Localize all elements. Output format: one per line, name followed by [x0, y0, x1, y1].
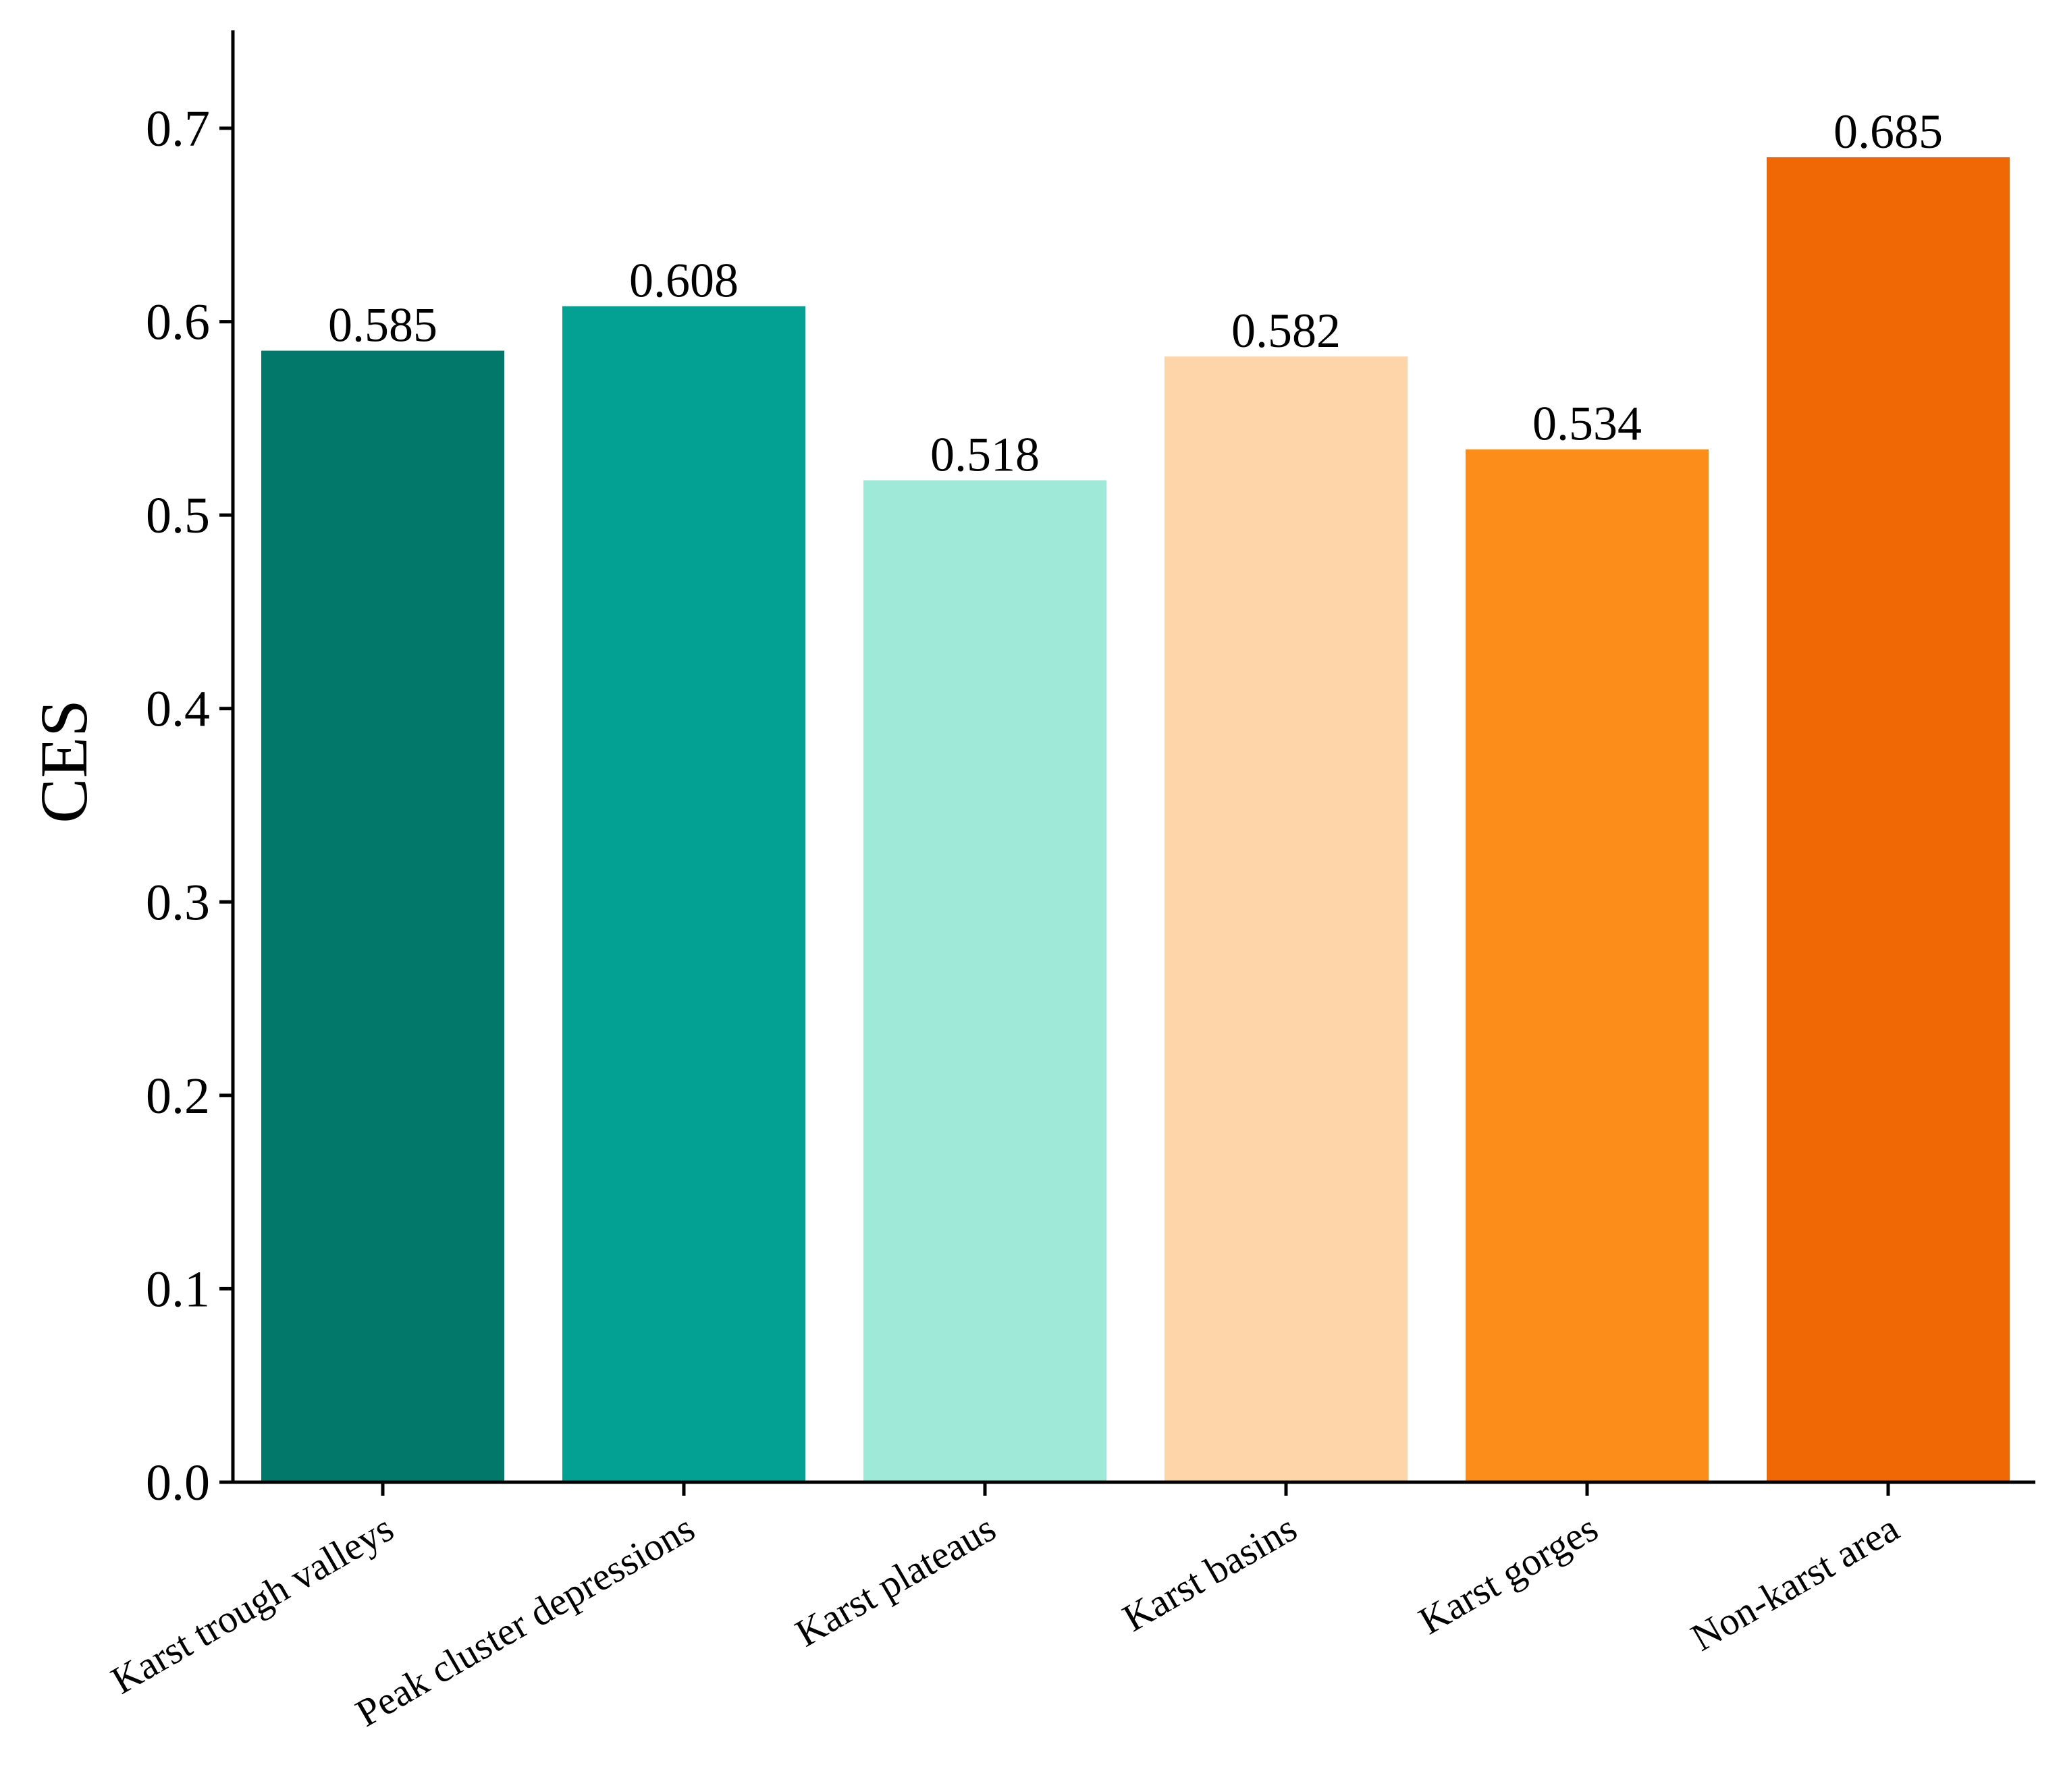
y-tick-label: 0.3	[146, 874, 210, 931]
y-axis-title: CES	[26, 699, 101, 823]
x-tick-label: Peak cluster depressions	[348, 1506, 702, 1735]
bar-value-label: 0.685	[1834, 105, 1943, 159]
bar-value-label: 0.585	[328, 298, 437, 352]
y-tick-label: 0.6	[146, 294, 210, 351]
y-tick-label: 0.5	[146, 487, 210, 544]
y-tick-label: 0.2	[146, 1068, 210, 1124]
x-tick-label: Non-karst area	[1684, 1506, 1906, 1660]
bar-value-label: 0.582	[1231, 304, 1341, 358]
bar-4	[1165, 356, 1408, 1482]
data-labels-group: 0.585 0.608 0.518 0.582 0.534 0.685	[328, 105, 1943, 482]
x-tick-label: Karst basins	[1115, 1506, 1304, 1640]
bar-6	[1767, 157, 2010, 1482]
y-tick-label: 0.4	[146, 681, 210, 738]
y-tick-label: 0.0	[146, 1455, 210, 1511]
x-tick-label: Karst gorges	[1412, 1506, 1605, 1643]
bar-3	[863, 480, 1106, 1482]
bar-value-label: 0.518	[930, 428, 1040, 482]
y-tick-label: 0.7	[146, 101, 210, 157]
bar-value-label: 0.608	[629, 254, 739, 308]
y-tick-label: 0.1	[146, 1261, 210, 1318]
y-axis: 0.0 0.1 0.2 0.3 0.4 0.5 0.6 0.7	[146, 30, 235, 1511]
x-tick-label: Karst trough valleys	[104, 1506, 401, 1702]
bar-2	[562, 306, 805, 1482]
x-tick-label: Karst plateaus	[788, 1506, 1002, 1655]
bar-1	[261, 350, 504, 1482]
bars-group	[261, 157, 2010, 1483]
bar-value-label: 0.534	[1532, 397, 1642, 451]
bar-5	[1466, 449, 1709, 1483]
